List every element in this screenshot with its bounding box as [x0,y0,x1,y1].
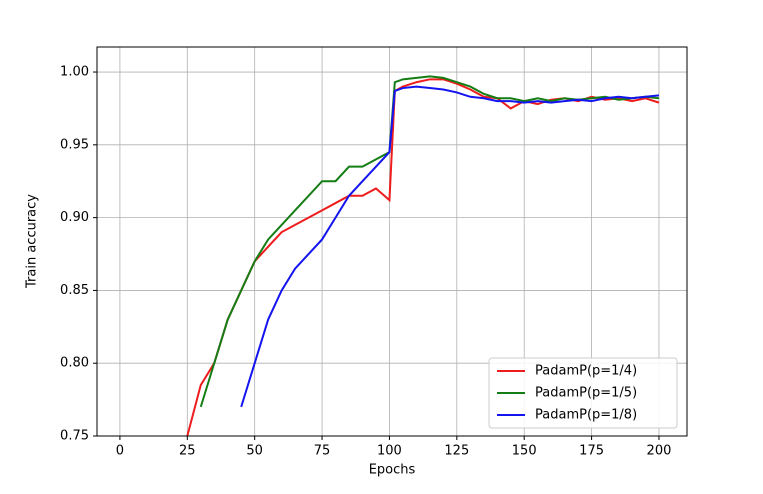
x-tick-label: 200 [647,444,672,459]
plot-lines [186,75,660,436]
y-tick-label: 0.75 [60,429,89,444]
x-tick-label: 150 [512,444,537,459]
y-tick-label: 0.90 [60,210,89,225]
x-tick-label: 50 [246,444,263,459]
x-tick-label: 0 [116,444,124,459]
plot-frame [96,46,688,437]
x-tick-label: 100 [377,444,402,459]
x-tick-label: 25 [179,444,196,459]
legend-label: PadamP(p=1/8) [535,408,637,423]
legend-label: PadamP(p=1/4) [535,364,637,379]
y-tick-label: 0.85 [60,283,89,298]
x-axis-label: Epochs [369,463,416,478]
x-tick-label: 125 [444,444,469,459]
x-tick-label: 175 [579,444,604,459]
y-tick-label: 0.80 [60,356,89,371]
y-tick-label: 1.00 [60,65,89,80]
legend-label: PadamP(p=1/5) [535,386,637,401]
y-axis-label: Train accuracy [25,194,40,289]
legend-box [488,357,678,429]
y-tick-label: 0.95 [60,137,89,152]
series-line [186,78,660,436]
series-line [240,85,660,408]
x-tick-label: 75 [314,444,331,459]
